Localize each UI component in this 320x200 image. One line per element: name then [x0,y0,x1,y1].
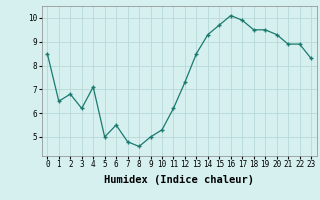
X-axis label: Humidex (Indice chaleur): Humidex (Indice chaleur) [104,175,254,185]
